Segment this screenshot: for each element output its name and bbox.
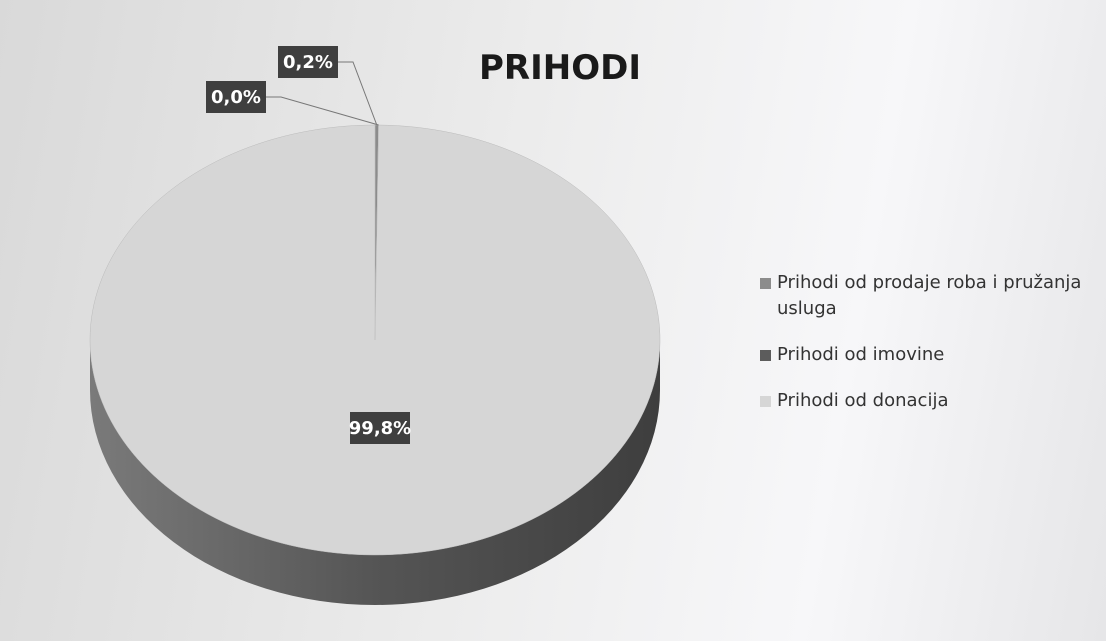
legend-label: Prihodi od prodaje roba i pružanja uslug… (777, 272, 1082, 319)
legend-label: Prihodi od donacija (777, 390, 949, 411)
data-label-text: 0,2% (283, 52, 333, 73)
data-label: 99,8% (349, 412, 411, 444)
legend-swatch (760, 350, 771, 361)
legend-label: Prihodi od imovine (777, 344, 945, 365)
legend-swatch (760, 396, 771, 407)
leader-line (266, 96, 379, 126)
pie-slice (89, 124, 661, 556)
leader-line (338, 61, 378, 126)
data-label-text: 0,0% (211, 87, 261, 108)
data-label-box (278, 46, 338, 78)
data-label-text: 99,8% (349, 418, 411, 439)
legend: Prihodi od prodaje roba i pružanja uslug… (760, 270, 1090, 434)
legend-item: Prihodi od prodaje roba i pružanja uslug… (760, 270, 1090, 322)
data-label: 0,2% (278, 46, 338, 78)
chart-title: PRIHODI (479, 48, 641, 88)
legend-item: Prihodi od imovine (760, 342, 1090, 368)
legend-swatch (760, 278, 771, 289)
data-label-box (206, 81, 266, 113)
legend-item: Prihodi od donacija (760, 388, 1090, 414)
data-label-box (350, 412, 410, 444)
pie-side (90, 340, 660, 605)
data-label: 0,0% (206, 81, 266, 113)
